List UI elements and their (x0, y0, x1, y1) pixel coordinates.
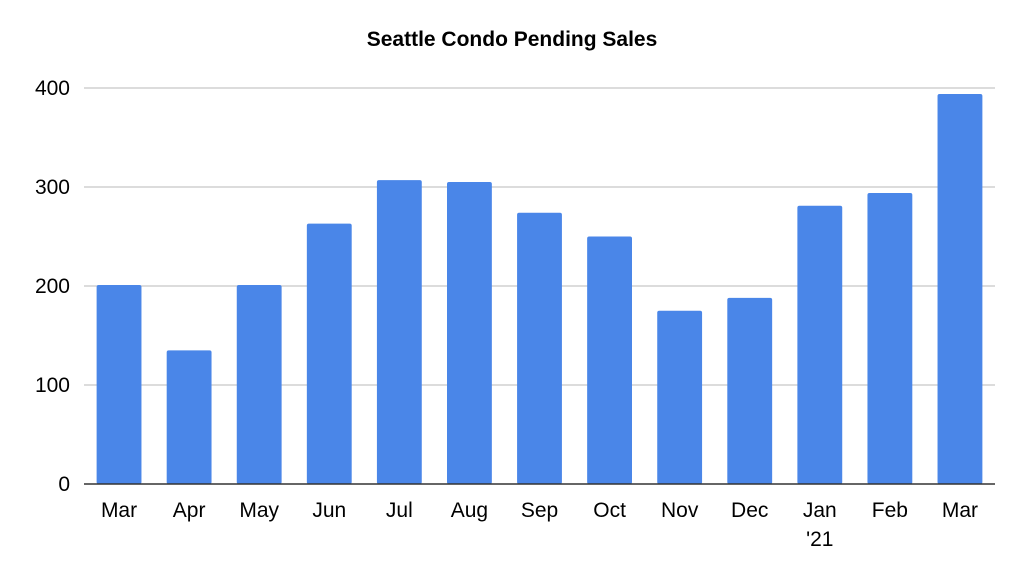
x-tick-label: Nov (661, 499, 699, 522)
bar (166, 350, 212, 484)
bar (376, 180, 422, 484)
x-tick-label: May (239, 499, 279, 522)
bar (587, 236, 633, 484)
bar (236, 285, 282, 484)
x-tick-label: Aug (451, 499, 488, 522)
chart-title: Seattle Condo Pending Sales (366, 28, 658, 51)
bar (657, 310, 703, 484)
x-tick-label: Dec (731, 499, 768, 522)
x-tick-label: Jan '21 (803, 499, 837, 551)
x-tick-label: Jun (312, 499, 346, 522)
y-tick-label: 400 (35, 77, 70, 100)
bar (867, 192, 913, 484)
y-tick-label: 300 (35, 176, 70, 199)
x-tick-label: Mar (942, 499, 978, 522)
y-tick-label: 100 (35, 374, 70, 397)
bar (517, 212, 562, 485)
bar (797, 205, 843, 484)
bar (727, 297, 773, 484)
bar (96, 285, 142, 484)
y-tick-label: 0 (58, 473, 70, 496)
bar (446, 182, 492, 485)
y-tick-label: 200 (35, 275, 70, 298)
x-tick-label: Apr (173, 499, 206, 522)
bar (306, 223, 352, 484)
x-tick-label: Mar (101, 499, 137, 522)
bar (937, 93, 983, 484)
x-tick-label: Jul (386, 499, 413, 522)
x-tick-label: Feb (872, 499, 908, 522)
bars (96, 93, 983, 485)
axes: 0 100 200 300 400 Mar Apr May Jun Jul Aug Sep Oct Nov… (35, 77, 995, 551)
x-tick-label: Sep (521, 499, 558, 522)
x-tick-label: Oct (593, 499, 626, 522)
